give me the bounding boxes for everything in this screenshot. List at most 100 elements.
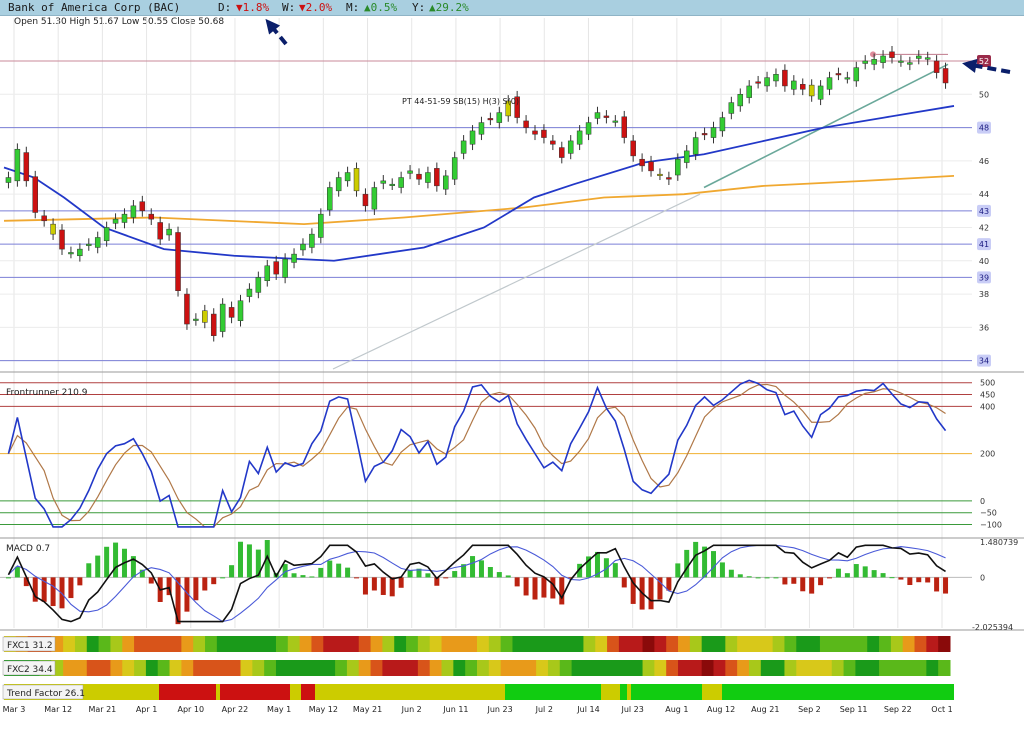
candle-body bbox=[5, 177, 12, 183]
macd-histogram-bar bbox=[496, 572, 502, 578]
trend-factor-segment bbox=[627, 684, 631, 700]
fxc2-band-cell bbox=[831, 660, 845, 676]
fxc1-band-cell bbox=[654, 636, 667, 652]
fxc2-band-label-box bbox=[2, 660, 56, 676]
date-tick-label: Oct 1 bbox=[931, 705, 952, 714]
fxc2-band-cell bbox=[299, 660, 312, 676]
macd-histogram-bar bbox=[934, 577, 940, 592]
monthly-change-label: M: bbox=[346, 1, 360, 14]
fxc2-band-cell bbox=[63, 660, 76, 676]
fxc1-band-cell bbox=[583, 636, 596, 652]
macd-histogram-bar bbox=[523, 577, 529, 596]
fxc2-band-cell bbox=[346, 660, 360, 676]
candle-body bbox=[309, 233, 315, 248]
fxc2-band-cell bbox=[689, 660, 703, 676]
fxc1-band-cell bbox=[169, 636, 182, 652]
macd-label: MACD 0.7 bbox=[6, 544, 50, 554]
candle-body bbox=[291, 253, 297, 263]
level-label-box bbox=[977, 354, 991, 367]
candle-body bbox=[541, 129, 547, 138]
fxc2-band-cell bbox=[429, 660, 443, 676]
candle-body bbox=[666, 177, 672, 180]
frontrunner-level-label: 500 bbox=[980, 379, 995, 388]
fxc2-band-cell bbox=[879, 660, 892, 676]
macd-histogram-bar bbox=[684, 549, 690, 578]
fxc1-band-cell bbox=[630, 636, 644, 652]
macd-histogram-bar bbox=[648, 577, 654, 610]
fxc2-band-cell bbox=[630, 660, 644, 676]
trend-factor-segment bbox=[505, 684, 601, 700]
date-tick-label: Sep 22 bbox=[884, 705, 912, 714]
candle-body bbox=[532, 130, 538, 135]
candle-body bbox=[210, 313, 217, 336]
candle-body bbox=[86, 243, 92, 246]
fxc2-band-cell bbox=[453, 660, 466, 676]
fxc1-band-label-box bbox=[2, 636, 56, 652]
candle-body bbox=[630, 140, 636, 157]
fxc1-band-cell bbox=[772, 636, 785, 652]
date-tick-label: Jun 2 bbox=[401, 705, 422, 714]
macd-histogram-bar bbox=[113, 542, 119, 578]
candle-body bbox=[621, 116, 628, 138]
candle-body bbox=[567, 140, 574, 154]
fxc2-band-cell bbox=[394, 660, 407, 676]
fxc1-band-cell bbox=[808, 636, 821, 652]
fxc1-band-cell bbox=[819, 636, 833, 652]
candle-body bbox=[692, 137, 699, 155]
macd-histogram-bar bbox=[603, 558, 609, 578]
date-tick-label: May 1 bbox=[267, 705, 291, 714]
candle-body bbox=[639, 158, 645, 167]
frontrunner-level-label: 400 bbox=[980, 402, 995, 411]
header-arrow-shaft bbox=[266, 20, 288, 46]
fxc1-band-cell bbox=[240, 636, 253, 652]
macd-histogram-bar bbox=[148, 577, 154, 584]
fxc2-band-cell bbox=[938, 660, 951, 676]
macd-histogram-bar bbox=[77, 577, 83, 586]
candle-body bbox=[782, 69, 788, 87]
candle-body bbox=[59, 229, 65, 250]
yearly-change-label: Y: bbox=[412, 1, 426, 14]
candle-body bbox=[576, 130, 583, 145]
macd-histogram-bar bbox=[541, 577, 547, 598]
trend-factor-segment bbox=[702, 684, 722, 700]
weekly-change-label: W: bbox=[282, 1, 296, 14]
macd-histogram-bar bbox=[470, 556, 476, 578]
fxc2-band-cell bbox=[512, 660, 525, 676]
macd-histogram-bar bbox=[791, 577, 797, 584]
macd-histogram-bar bbox=[719, 562, 725, 578]
candle-body bbox=[94, 237, 101, 248]
trend-factor-segment bbox=[216, 684, 220, 700]
candle-body bbox=[550, 140, 556, 145]
fxc1-band-cell bbox=[890, 636, 904, 652]
candle-body bbox=[871, 59, 877, 65]
macd-histogram-bar bbox=[139, 569, 145, 578]
candle-body bbox=[675, 158, 681, 176]
fxc2-band-cell bbox=[748, 660, 762, 676]
candle-body bbox=[32, 176, 38, 213]
macd-histogram-bar bbox=[336, 563, 342, 578]
level-label-box bbox=[977, 271, 991, 284]
macd-histogram-bar bbox=[853, 564, 859, 578]
candle-body bbox=[246, 288, 253, 297]
candle-body bbox=[791, 80, 797, 90]
candle-body bbox=[425, 172, 431, 183]
macd-histogram-bar bbox=[568, 577, 574, 579]
candle-body bbox=[237, 300, 244, 321]
fxc2-band-cell bbox=[500, 660, 513, 676]
candle-body bbox=[139, 201, 146, 212]
macd-histogram-bar bbox=[434, 577, 440, 586]
fxc2-band-cell bbox=[441, 660, 454, 676]
macd-histogram-bar bbox=[345, 567, 351, 578]
fxc1-band-cell bbox=[547, 636, 561, 652]
fxc1-band-cell bbox=[796, 636, 809, 652]
fxc1-band-cell bbox=[181, 636, 194, 652]
sma-slow-line bbox=[3, 174, 955, 226]
fxc1-band-cell bbox=[335, 636, 348, 652]
candle-body bbox=[228, 307, 235, 318]
candle-body bbox=[407, 170, 413, 174]
fxc2-band-cell bbox=[488, 660, 502, 676]
date-tick-label: Mar 12 bbox=[44, 705, 72, 714]
fxc2-band-cell bbox=[216, 660, 230, 676]
fxc1-band-cell bbox=[926, 636, 939, 652]
macd-histogram-bar bbox=[702, 546, 708, 578]
